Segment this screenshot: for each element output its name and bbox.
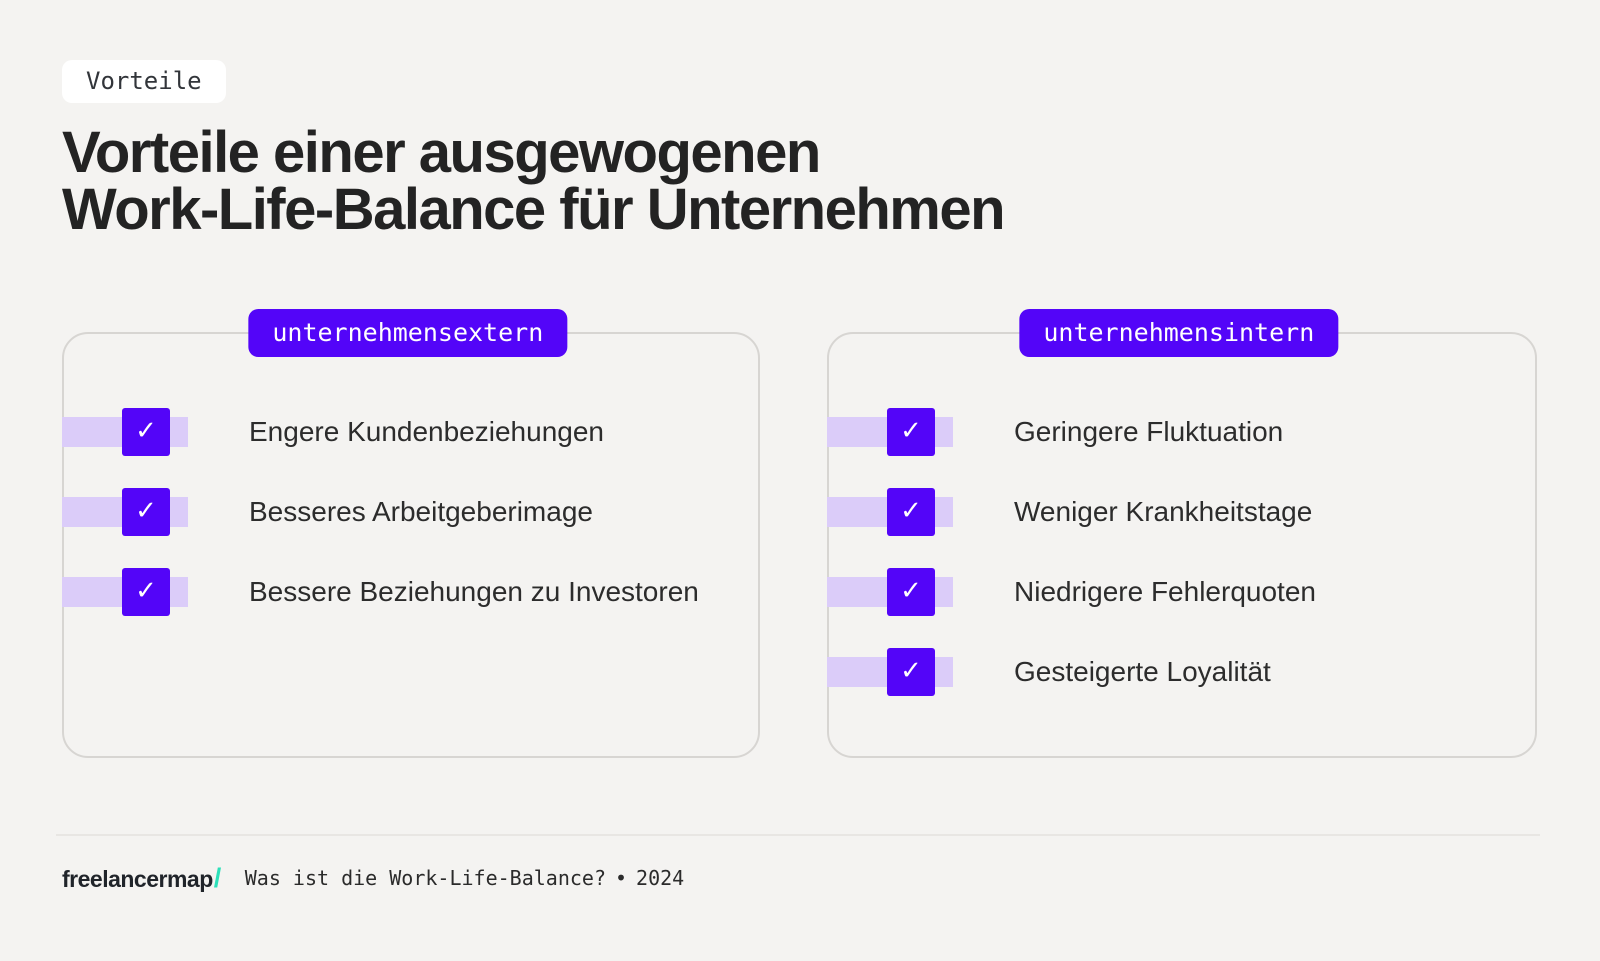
freelancermap-logo: freelancermap / bbox=[62, 863, 221, 894]
benefit-label: Geringere Fluktuation bbox=[1014, 416, 1284, 447]
category-chip-label: Vorteile bbox=[86, 67, 202, 95]
page-title: Vorteile einer ausgewogenen Work-Life-Ba… bbox=[62, 120, 1006, 242]
footer-year: 2024 bbox=[636, 866, 685, 890]
benefit-label: Engere Kundenbeziehungen bbox=[249, 416, 604, 447]
benefit-row: ✓ Niedrigere Fehlerquoten bbox=[827, 568, 1535, 616]
checkbox-icon: ✓ bbox=[122, 568, 170, 616]
check-icon: ✓ bbox=[135, 576, 157, 606]
benefit-list-external: ✓ Engere Kundenbeziehungen ✓ Besseres Ar… bbox=[62, 334, 758, 616]
check-icon: ✓ bbox=[900, 496, 922, 526]
check-icon: ✓ bbox=[900, 416, 922, 446]
benefit-label: Besseres Arbeitgeberimage bbox=[249, 496, 593, 527]
benefit-label: Gesteigerte Loyalität bbox=[1014, 656, 1271, 687]
checkbox-icon: ✓ bbox=[887, 408, 935, 456]
benefit-row: ✓ Besseres Arbeitgeberimage bbox=[62, 488, 758, 536]
logo-slash-icon: / bbox=[213, 862, 222, 893]
footer-caption-text: Was ist die Work-Life-Balance? bbox=[244, 866, 606, 890]
benefit-row: ✓ Weniger Krankheitstage bbox=[827, 488, 1535, 536]
category-chip: Vorteile bbox=[62, 60, 226, 103]
check-icon: ✓ bbox=[135, 416, 157, 446]
card-internal: unternehmensintern ✓ Geringere Fluktuati… bbox=[827, 309, 1537, 758]
page-title-line2: Work-Life-Balance für Unternehmen bbox=[62, 177, 1006, 242]
checkbox-icon: ✓ bbox=[122, 408, 170, 456]
cards-row: unternehmensextern ✓ Engere Kundenbezieh… bbox=[62, 309, 1537, 758]
checkbox-icon: ✓ bbox=[887, 648, 935, 696]
footer: freelancermap / Was ist die Work-Life-Bal… bbox=[62, 858, 684, 898]
footer-separator-dot: • bbox=[615, 866, 628, 890]
page-title-line1: Vorteile einer ausgewogenen bbox=[62, 120, 821, 185]
footer-divider bbox=[56, 834, 1540, 836]
benefit-label: Weniger Krankheitstage bbox=[1014, 496, 1313, 527]
check-icon: ✓ bbox=[900, 656, 922, 686]
check-icon: ✓ bbox=[900, 576, 922, 606]
checkbox-icon: ✓ bbox=[122, 488, 170, 536]
benefit-list-internal: ✓ Geringere Fluktuation ✓ Weniger Krankh… bbox=[827, 334, 1535, 696]
benefit-row: ✓ Gesteigerte Loyalität bbox=[827, 648, 1535, 696]
benefit-row: ✓ Bessere Beziehungen zu Investoren bbox=[62, 568, 758, 616]
footer-caption: Was ist die Work-Life-Balance? • 2024 bbox=[245, 866, 684, 890]
check-icon: ✓ bbox=[135, 496, 157, 526]
benefit-row: ✓ Geringere Fluktuation bbox=[827, 408, 1535, 456]
badge-internal: unternehmensintern bbox=[1019, 309, 1339, 357]
card-external: unternehmensextern ✓ Engere Kundenbezieh… bbox=[62, 309, 760, 758]
benefit-label: Bessere Beziehungen zu Investoren bbox=[249, 576, 699, 607]
logo-text: freelancermap bbox=[62, 865, 213, 892]
badge-external: unternehmensextern bbox=[248, 309, 568, 357]
benefit-row: ✓ Engere Kundenbeziehungen bbox=[62, 408, 758, 456]
benefit-label: Niedrigere Fehlerquoten bbox=[1014, 576, 1316, 607]
checkbox-icon: ✓ bbox=[887, 568, 935, 616]
checkbox-icon: ✓ bbox=[887, 488, 935, 536]
